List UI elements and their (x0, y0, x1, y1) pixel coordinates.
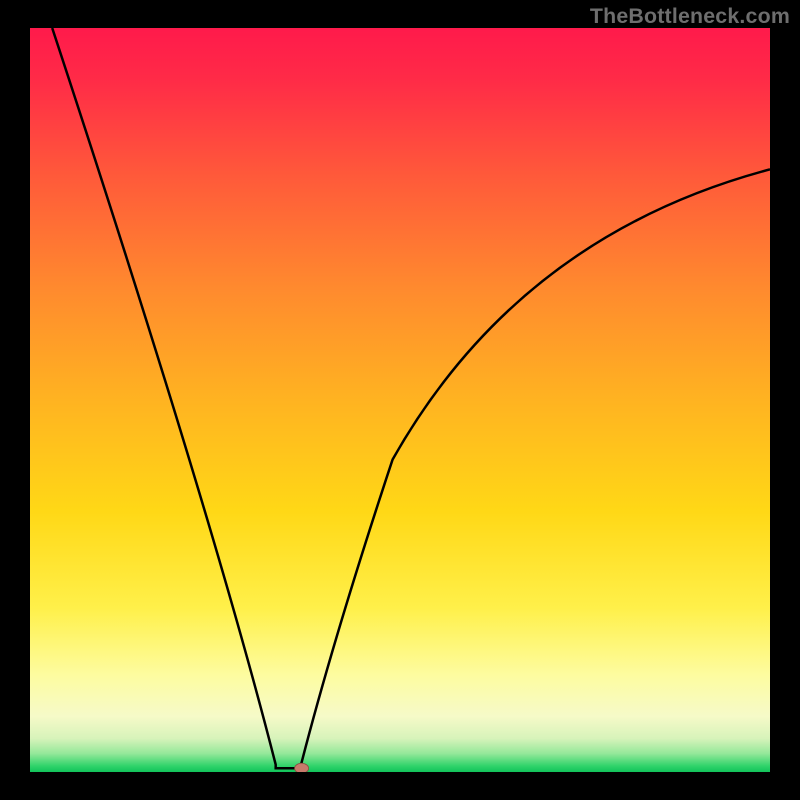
watermark-text: TheBottleneck.com (590, 4, 790, 29)
curve-svg (30, 28, 770, 772)
chart-container: TheBottleneck.com (0, 0, 800, 800)
bottleneck-curve (52, 28, 770, 768)
plot-area (30, 28, 770, 772)
optimum-marker (295, 763, 309, 772)
